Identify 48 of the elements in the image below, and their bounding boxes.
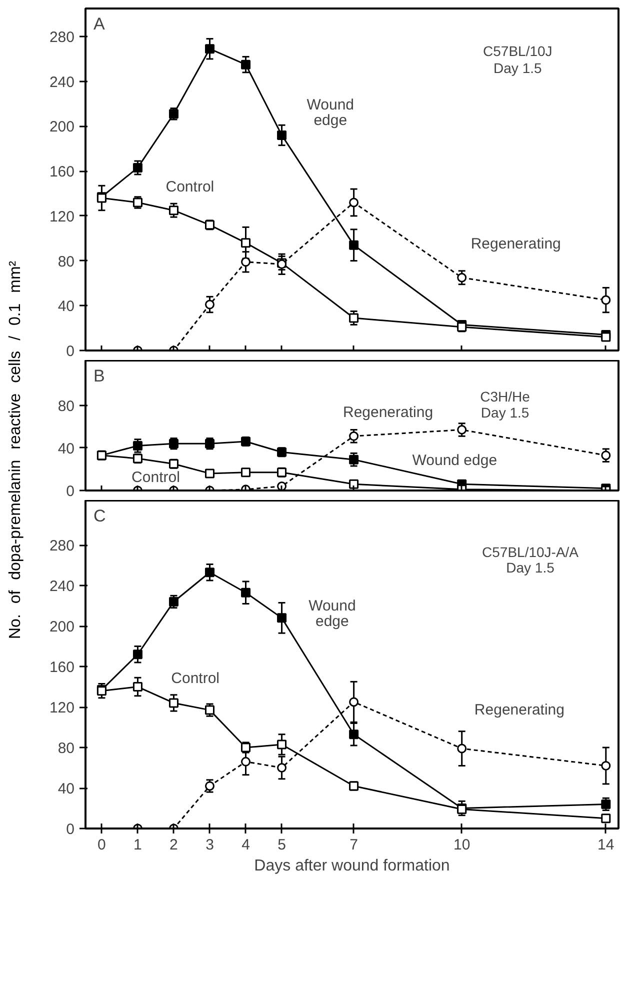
x-tick-label: 14 — [598, 836, 614, 854]
annotation: Day 1.5 — [494, 60, 542, 76]
series-label: Regenerating — [474, 702, 565, 719]
series-label: Wound edge — [412, 452, 498, 470]
y-tick-label: 240 — [49, 74, 75, 91]
x-tick-label: 10 — [454, 836, 470, 854]
y-tick-label: 200 — [49, 618, 75, 636]
y-tick-label: 280 — [49, 29, 75, 46]
chart-title: A — [94, 14, 106, 34]
series-label: Control — [132, 469, 180, 486]
y-tick-label: 80 — [58, 740, 75, 758]
x-tick-label: 5 — [278, 836, 286, 854]
y-tick-label: 160 — [49, 659, 75, 676]
series-label: Control — [166, 178, 214, 196]
x-tick-label: 4 — [242, 836, 250, 854]
series-label: Wound edge — [306, 96, 354, 129]
annotation: C3H/He — [480, 388, 530, 405]
series-label: Wound edge — [308, 598, 356, 630]
series-label: Regenerating — [342, 404, 434, 422]
series-label: Control — [171, 670, 220, 688]
y-tick-label: 40 — [58, 440, 75, 458]
series-label: Regenerating — [470, 235, 561, 252]
y-tick-label: 0 — [66, 483, 74, 500]
y-tick-label: 40 — [58, 780, 75, 798]
y-tick-label: 40 — [58, 298, 75, 316]
x-tick-label: 0 — [98, 836, 106, 854]
x-tick-label: 3 — [206, 836, 214, 854]
y-axis-title: No. of dopa-premelanin reactive cells / 0.1 mm² — [6, 260, 25, 640]
annotation: Day 1.5 — [480, 404, 530, 421]
x-tick-label: 1 — [134, 836, 142, 854]
y-tick-label: 80 — [58, 398, 75, 415]
y-tick-label: 280 — [49, 538, 75, 555]
chart-title: B — [94, 366, 105, 386]
y-tick-label: 240 — [49, 578, 75, 596]
annotation: Day 1.5 — [506, 559, 555, 576]
x-tick-label: 7 — [350, 836, 358, 854]
annotation: C57BL/10J-A/A — [482, 544, 580, 560]
y-tick-label: 200 — [49, 118, 75, 136]
x-axis-title: Days after wound formation — [254, 858, 450, 874]
y-tick-label: 80 — [58, 253, 75, 270]
annotation: C57BL/10J — [483, 43, 552, 60]
y-tick-label: 120 — [49, 208, 75, 226]
x-tick-label: 2 — [170, 836, 178, 854]
y-tick-label: 0 — [66, 821, 74, 838]
chart-title: C — [94, 506, 106, 526]
y-tick-label: 160 — [49, 164, 75, 181]
y-tick-label: 0 — [66, 343, 74, 360]
y-tick-label: 120 — [49, 700, 75, 717]
